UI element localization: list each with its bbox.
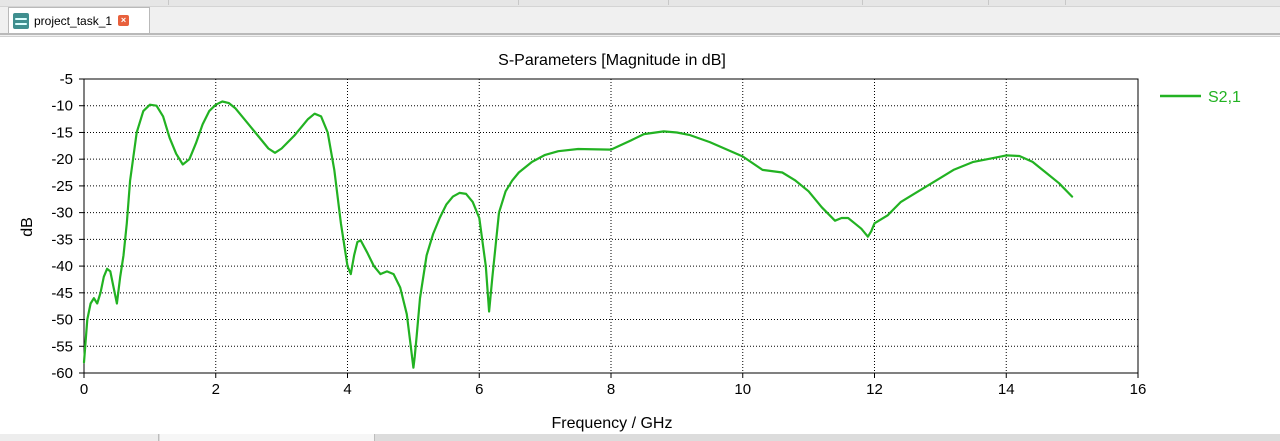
x-tick-label: 8 (607, 381, 615, 398)
series-line-s21[interactable] (82, 100, 1074, 369)
x-tick-label: 6 (475, 381, 483, 398)
y-tick-label: -35 (51, 231, 73, 248)
x-tick-label: 12 (866, 381, 883, 398)
x-tick-label: 14 (998, 381, 1015, 398)
chart-ticks: 0 2 4 6 8 10 12 14 16 -5 -10 -15 -20 -25 -30 -35 -40 -45 -… (51, 71, 1146, 398)
close-icon[interactable]: × (118, 15, 130, 26)
bottom-tab-strip (0, 434, 1280, 441)
x-tick-label: 0 (80, 381, 88, 398)
y-tick-label: -60 (51, 365, 73, 382)
y-tick-label: -30 (51, 205, 73, 222)
chart-legend[interactable]: S2,1 (1160, 89, 1241, 106)
x-tick-label: 10 (734, 381, 751, 398)
plot-frame (83, 78, 1139, 374)
top-toolbar-strip (0, 0, 1280, 7)
s-parameter-chart: S-Parameters [Magnitude in dB] Frequency… (19, 52, 1241, 432)
tab-underline (0, 33, 1280, 35)
x-tick-label: 2 (212, 381, 220, 398)
y-tick-label: -5 (60, 71, 73, 88)
chart-series (82, 100, 1074, 369)
y-tick-label: -25 (51, 178, 73, 195)
chart-grid (84, 79, 1138, 373)
plot-panel: S-Parameters [Magnitude in dB] Frequency… (0, 36, 1280, 435)
y-tick-label: -55 (51, 338, 73, 355)
chart-title: S-Parameters [Magnitude in dB] (498, 52, 726, 69)
tab-label: project_task_1 (34, 13, 113, 28)
y-tick-label: -10 (51, 98, 73, 115)
legend-label-s21: S2,1 (1208, 89, 1241, 106)
waveform-icon (13, 12, 29, 29)
y-tick-label: -20 (51, 151, 73, 168)
y-tick-label: -15 (51, 124, 73, 141)
y-tick-label: -40 (51, 258, 73, 275)
tab-project-task[interactable]: project_task_1 × (8, 7, 150, 33)
x-axis-label: Frequency / GHz (552, 415, 673, 432)
y-tick-label: -50 (51, 312, 73, 329)
x-tick-label: 4 (343, 381, 351, 398)
x-tick-label: 16 (1130, 381, 1147, 398)
y-tick-label: -45 (51, 285, 73, 302)
y-axis-label: dB (19, 217, 36, 237)
